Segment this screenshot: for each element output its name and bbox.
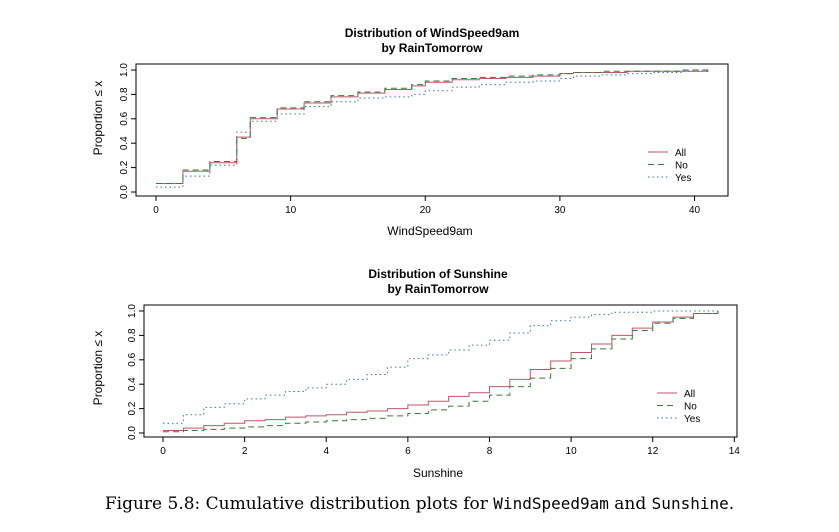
y-tick-label: 0.6 bbox=[119, 111, 130, 125]
y-tick-label: 0.4 bbox=[119, 136, 130, 150]
chart-subtitle: by RainTomorrow bbox=[387, 282, 489, 296]
x-axis-label: Sunshine bbox=[413, 466, 463, 480]
x-tick-label: 10 bbox=[566, 446, 578, 457]
legend-label-all: All bbox=[675, 148, 686, 159]
y-tick-label: 0.0 bbox=[127, 426, 138, 440]
x-tick-label: 4 bbox=[323, 446, 329, 457]
plot-frame bbox=[135, 63, 729, 197]
legend-label-yes: Yes bbox=[684, 414, 700, 425]
x-tick-label: 0 bbox=[160, 446, 166, 457]
x-tick-label: 2 bbox=[242, 446, 248, 457]
y-tick-label: 1.0 bbox=[119, 63, 130, 77]
caption-suffix: . bbox=[728, 494, 735, 514]
chart-title: Distribution of WindSpeed9am bbox=[345, 26, 520, 40]
chart-title: Distribution of Sunshine bbox=[368, 267, 508, 281]
x-tick-label: 30 bbox=[554, 205, 566, 216]
x-tick-label: 14 bbox=[729, 446, 741, 457]
sunshine-panel: Distribution of Sunshine by RainTomorrow… bbox=[91, 267, 740, 480]
x-tick-label: 10 bbox=[285, 205, 297, 216]
caption-var2: Sunshine bbox=[651, 494, 729, 513]
x-tick-label: 20 bbox=[420, 205, 432, 216]
series-line-all bbox=[163, 311, 719, 432]
series-line-no bbox=[156, 69, 708, 184]
x-tick-label: 0 bbox=[153, 205, 159, 216]
x-axis-label: WindSpeed9am bbox=[387, 224, 472, 238]
y-tick-label: 0.8 bbox=[119, 87, 130, 101]
plot-frame bbox=[143, 304, 738, 438]
legend-label-all: All bbox=[684, 389, 695, 400]
y-tick-label: 0.6 bbox=[127, 352, 138, 366]
y-tick-label: 0.2 bbox=[119, 160, 130, 174]
x-tick-label: 6 bbox=[405, 446, 411, 457]
legend-label-no: No bbox=[675, 161, 688, 172]
y-axis-label: Proportion ≤ x bbox=[91, 81, 105, 156]
legend-label-yes: Yes bbox=[675, 173, 691, 184]
caption-var1: WindSpeed9am bbox=[493, 494, 609, 513]
y-tick-label: 1.0 bbox=[127, 304, 138, 318]
y-tick-label: 0.2 bbox=[127, 401, 138, 415]
x-tick-label: 40 bbox=[689, 205, 701, 216]
y-tick-label: 0.0 bbox=[119, 185, 130, 199]
series-line-yes bbox=[156, 70, 709, 188]
chart-subtitle: by RainTomorrow bbox=[381, 41, 483, 55]
series-line-yes bbox=[163, 310, 718, 424]
figure-caption: Figure 5.8: Cumulative distribution plot… bbox=[0, 494, 839, 514]
y-axis-label: Proportion ≤ x bbox=[91, 331, 105, 406]
caption-mid: and bbox=[608, 494, 652, 514]
x-tick-label: 8 bbox=[487, 446, 493, 457]
y-tick-label: 0.8 bbox=[127, 328, 138, 342]
series-line-all bbox=[156, 70, 709, 184]
series-line-no bbox=[163, 311, 719, 433]
y-tick-label: 0.4 bbox=[127, 377, 138, 391]
x-tick-label: 12 bbox=[647, 446, 659, 457]
windspeed-panel: Distribution of WindSpeed9am by RainTomo… bbox=[91, 26, 729, 238]
caption-prefix: Figure 5.8: Cumulative distribution plot… bbox=[104, 494, 494, 514]
legend-label-no: No bbox=[684, 402, 697, 413]
